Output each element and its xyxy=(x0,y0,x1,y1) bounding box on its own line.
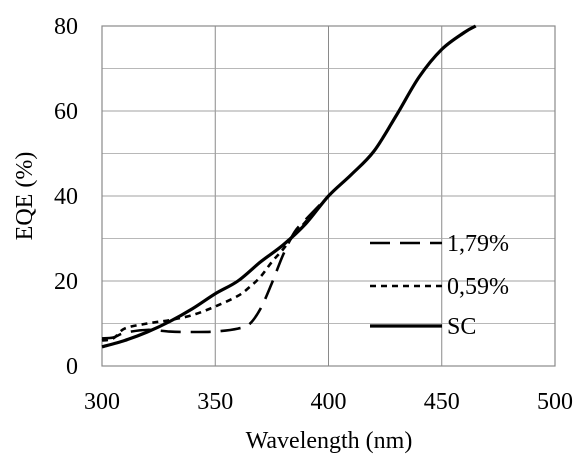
plot-frame xyxy=(101,25,556,367)
y-tick-label: 40 xyxy=(54,184,78,210)
legend: 1,79% 0,59% SC xyxy=(370,231,509,340)
y-tick-label: 0 xyxy=(66,354,78,380)
grid-layer xyxy=(102,26,555,366)
axis-layer: 300 350 400 450 500 0 20 40 60 80 xyxy=(54,14,573,415)
y-tick-label: 60 xyxy=(54,99,78,125)
x-tick-label: 450 xyxy=(424,389,460,415)
x-tick-label: 350 xyxy=(197,389,233,415)
series-layer xyxy=(101,24,477,349)
x-tick-label: 500 xyxy=(537,389,573,415)
x-tick-label: 400 xyxy=(311,389,347,415)
series-line-sc xyxy=(101,24,477,349)
y-tick-label: 20 xyxy=(54,269,78,295)
x-tick-label: 300 xyxy=(84,389,120,415)
y-tick-label: 80 xyxy=(54,14,78,40)
legend-label: SC xyxy=(447,314,476,340)
legend-label: 1,79% xyxy=(447,231,509,257)
y-axis-title: EQE (%) xyxy=(12,152,38,241)
legend-label: 0,59% xyxy=(447,274,509,300)
x-axis-title: Wavelength (nm) xyxy=(246,428,413,454)
